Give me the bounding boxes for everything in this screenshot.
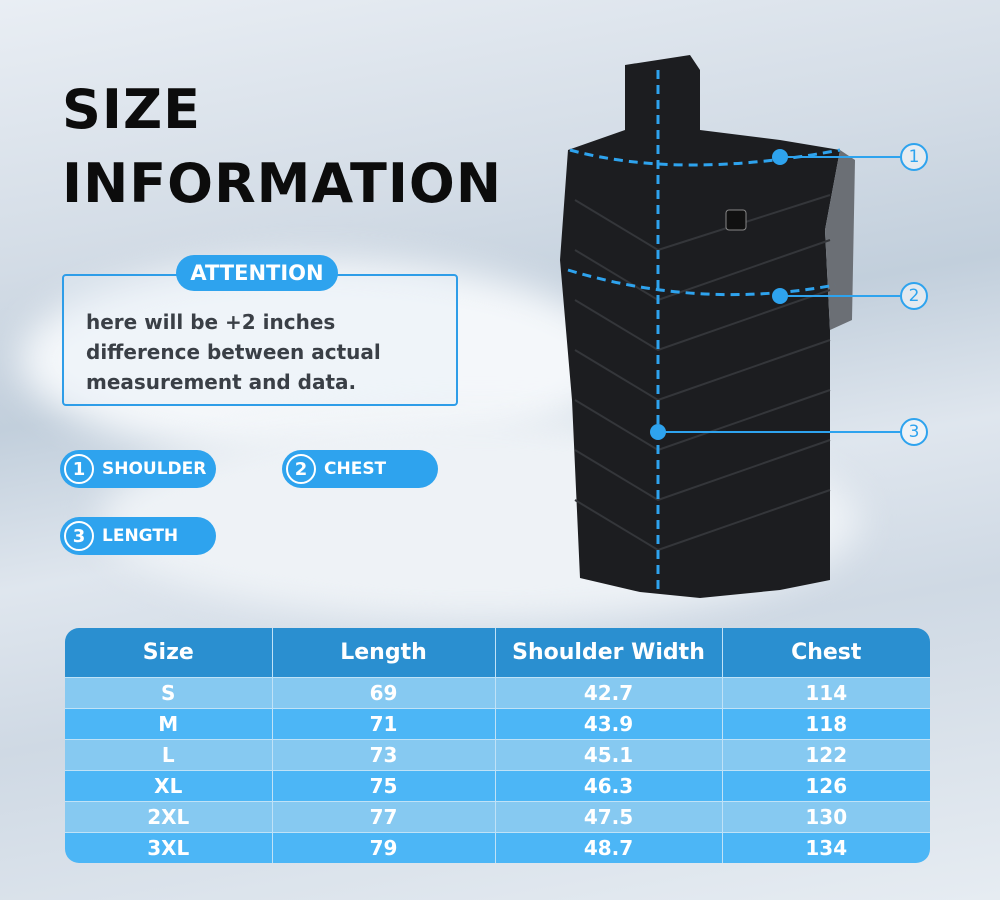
cell: 45.1 [495, 738, 723, 770]
callout-1: 1 [900, 143, 928, 171]
attention-label: ATTENTION [176, 255, 338, 291]
cell: 73 [272, 738, 496, 770]
header-length: Length [272, 628, 496, 677]
attention-text: here will be +2 inches difference betwee… [86, 310, 381, 394]
cell: 114 [722, 676, 930, 708]
cell: 42.7 [495, 676, 723, 708]
cell: M [65, 707, 273, 739]
attention-box [62, 274, 458, 406]
cell: 69 [272, 676, 496, 708]
table-header: Size Length Shoulder Width Chest [65, 628, 930, 677]
legend-length: 3 LENGTH [60, 517, 216, 555]
cell: 2XL [65, 800, 273, 832]
cell: 134 [722, 831, 930, 863]
cell: 118 [722, 707, 930, 739]
vest-armhole-lining [825, 150, 855, 330]
legend-chest: 2 CHEST [282, 450, 438, 488]
cell: 130 [722, 800, 930, 832]
legend-label: LENGTH [102, 526, 179, 546]
page-title-line2: INFORMATION [62, 152, 503, 215]
legend-label: SHOULDER [102, 459, 207, 479]
header-size: Size [65, 628, 273, 677]
callout-2: 2 [900, 282, 928, 310]
cell: L [65, 738, 273, 770]
measurement-dots [650, 149, 788, 440]
page-title-line1: SIZE [62, 78, 202, 141]
table-row: 3XL 79 48.7 134 [65, 831, 930, 863]
cell: 77 [272, 800, 496, 832]
cell: 79 [272, 831, 496, 863]
cell: 46.3 [495, 769, 723, 801]
cell: 48.7 [495, 831, 723, 863]
cell: 75 [272, 769, 496, 801]
number-3-icon: 3 [64, 521, 94, 551]
table-row: S 69 42.7 114 [65, 676, 930, 708]
cell: S [65, 676, 273, 708]
size-table: Size Length Shoulder Width Chest S 69 42.7 114… [65, 628, 930, 863]
number-1-icon: 1 [64, 454, 94, 484]
vest-body [560, 55, 840, 598]
vest-image [560, 55, 900, 598]
cell: 71 [272, 707, 496, 739]
table-row: XL 75 46.3 126 [65, 769, 930, 801]
cell: 122 [722, 738, 930, 770]
number-2-icon: 2 [286, 454, 316, 484]
callout-lines [658, 156, 900, 433]
cell: 43.9 [495, 707, 723, 739]
legend-label: CHEST [324, 459, 387, 479]
cell: 3XL [65, 831, 273, 863]
cell: 47.5 [495, 800, 723, 832]
header-chest: Chest [722, 628, 930, 677]
cell: 126 [722, 769, 930, 801]
table-row: M 71 43.9 118 [65, 707, 930, 739]
header-shoulder-width: Shoulder Width [495, 628, 723, 677]
table-row: L 73 45.1 122 [65, 738, 930, 770]
legend-shoulder: 1 SHOULDER [60, 450, 216, 488]
table-row: 2XL 77 47.5 130 [65, 800, 930, 832]
power-button-icon [725, 209, 747, 231]
cell: XL [65, 769, 273, 801]
callout-3: 3 [900, 418, 928, 446]
